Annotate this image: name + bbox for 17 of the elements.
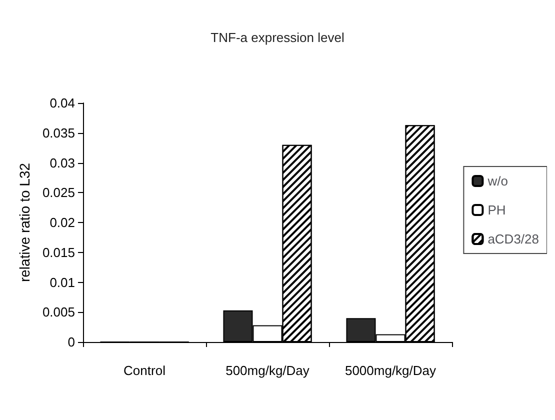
legend-label: aCD3/28 bbox=[488, 232, 540, 246]
legend-label: PH bbox=[488, 202, 506, 218]
x-tick-label: 500mg/kg/Day bbox=[226, 363, 310, 378]
y-tick-label: 0.035 bbox=[42, 125, 75, 140]
y-tick-label: 0.02 bbox=[50, 215, 75, 230]
y-tick-label: 0.04 bbox=[50, 96, 75, 110]
x-tick-label: Control bbox=[124, 363, 166, 378]
y-tick-label: 0.005 bbox=[42, 304, 75, 320]
y-axis-title: relative ratio to L32 bbox=[16, 162, 33, 282]
y-tick-label: 0.025 bbox=[42, 185, 75, 200]
y-tick-label: 0.015 bbox=[42, 244, 75, 260]
y-tick-label: 0.03 bbox=[50, 155, 75, 170]
y-tick-label: 0 bbox=[68, 334, 75, 350]
legend-label: w/o bbox=[486, 174, 508, 188]
chart-title: TNF-a expression level bbox=[210, 30, 344, 45]
x-tick-label: 5000mg/kg/Day bbox=[344, 363, 437, 378]
y-tick-label: 0.01 bbox=[50, 274, 75, 290]
